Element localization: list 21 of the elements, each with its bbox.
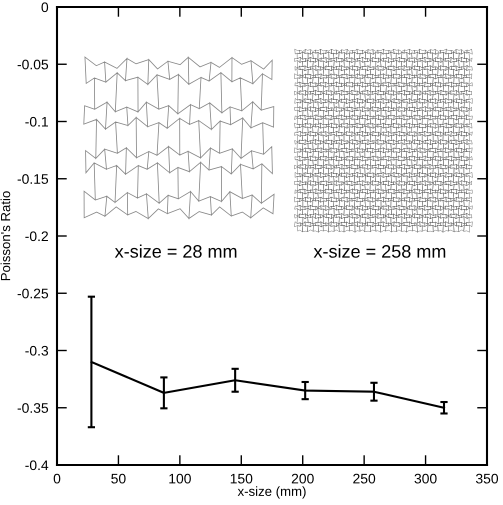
y-tick-label: -0.2 — [25, 231, 48, 242]
y-tick-label: -0.1 — [25, 116, 48, 127]
y-axis-title: Poisson's Ratio — [0, 191, 10, 280]
x-tick-label: 350 — [476, 474, 498, 484]
x-axis-title: x-size (mm) — [238, 486, 306, 499]
annotation: x-size = 258 mm — [314, 244, 446, 258]
x-tick-label: 300 — [414, 474, 437, 484]
y-tick-label: -0.15 — [18, 174, 48, 184]
x-tick-label: 50 — [111, 474, 126, 484]
y-tick-label: -0.25 — [18, 288, 48, 298]
x-tick-label: 200 — [292, 474, 314, 484]
x-tick-label: 0 — [54, 474, 60, 484]
y-tick-label: 0 — [41, 2, 48, 12]
annotation: x-size = 28 mm — [114, 244, 236, 258]
y-tick-label: -0.3 — [25, 346, 48, 356]
x-tick-label: 150 — [230, 474, 252, 484]
y-tick-label: -0.35 — [18, 403, 48, 413]
x-tick-label: 100 — [169, 474, 191, 484]
y-tick-label: -0.05 — [18, 60, 48, 70]
y-tick-label: -0.4 — [25, 460, 48, 470]
x-tick-label: 250 — [353, 474, 376, 484]
